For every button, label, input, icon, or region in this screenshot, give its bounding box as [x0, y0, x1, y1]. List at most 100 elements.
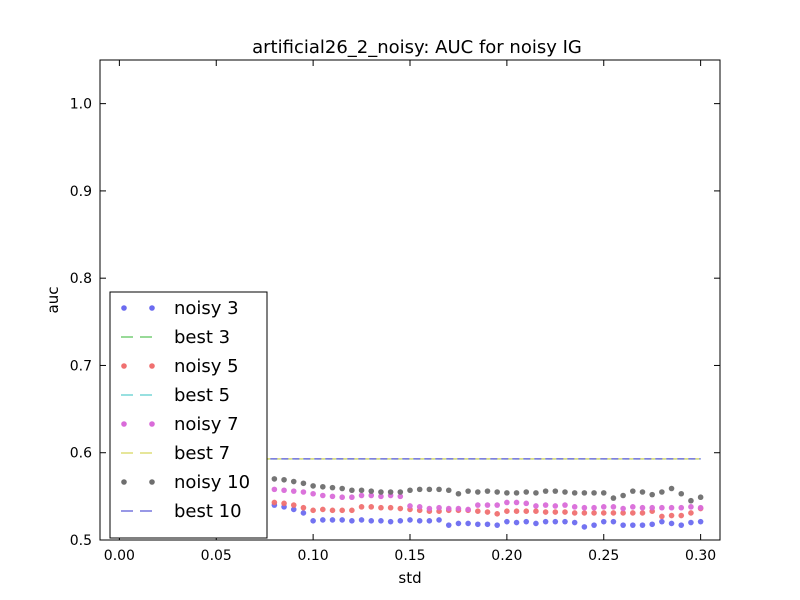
point-noisy-3 [494, 522, 500, 528]
legend-swatch [149, 363, 155, 369]
point-noisy-3 [562, 518, 568, 525]
point-noisy-10 [349, 487, 355, 494]
point-noisy-3 [445, 522, 452, 528]
point-noisy-3 [426, 518, 433, 524]
point-noisy-3 [610, 518, 617, 525]
point-noisy-7 [271, 486, 278, 493]
legend-label: best 5 [174, 385, 230, 406]
point-noisy-7 [397, 493, 404, 500]
point-noisy-5 [504, 508, 510, 514]
point-noisy-10 [678, 490, 685, 497]
point-noisy-5 [533, 508, 539, 514]
point-noisy-10 [436, 486, 442, 493]
point-noisy-5 [349, 507, 355, 514]
y-tick-label: 0.9 [70, 184, 92, 200]
legend-box [109, 291, 268, 539]
point-noisy-5 [494, 511, 500, 517]
point-noisy-3 [339, 517, 345, 523]
x-tick-label: 0.30 [685, 548, 716, 564]
legend-entry-best-7: best 7 [121, 443, 230, 464]
point-noisy-10 [533, 490, 539, 496]
point-noisy-10 [649, 491, 655, 498]
point-noisy-7 [533, 503, 539, 509]
point-noisy-7 [426, 505, 433, 512]
point-noisy-5 [339, 507, 345, 514]
point-noisy-10 [378, 489, 384, 495]
point-noisy-10 [281, 476, 287, 483]
point-noisy-10 [571, 490, 578, 496]
point-noisy-3 [533, 520, 539, 527]
x-tick-label: 0.25 [588, 548, 619, 564]
point-noisy-3 [455, 520, 462, 527]
y-tick-label: 0.6 [70, 446, 92, 462]
legend-entry-noisy-10: noisy 10 [121, 472, 250, 493]
point-noisy-7 [320, 492, 326, 499]
point-noisy-5 [678, 512, 685, 519]
legend-label: noisy 5 [174, 356, 239, 377]
point-noisy-3 [552, 518, 559, 525]
point-noisy-7 [300, 489, 307, 495]
point-noisy-10 [455, 490, 462, 497]
legend-label: noisy 10 [174, 472, 250, 493]
point-noisy-7 [416, 504, 423, 510]
point-noisy-10 [368, 488, 375, 494]
legend-label: noisy 3 [174, 298, 239, 319]
point-noisy-3 [358, 517, 365, 523]
point-noisy-5 [320, 506, 326, 513]
point-noisy-7 [436, 504, 442, 511]
point-noisy-7 [484, 502, 491, 508]
point-noisy-3 [620, 522, 626, 528]
y-tick-label: 1.0 [70, 97, 92, 113]
point-noisy-3 [368, 518, 375, 524]
point-noisy-3 [300, 510, 307, 516]
point-noisy-5 [659, 513, 665, 520]
point-noisy-3 [688, 519, 694, 526]
point-noisy-10 [591, 490, 597, 496]
point-noisy-7 [329, 493, 336, 500]
point-noisy-3 [407, 517, 413, 523]
point-noisy-3 [320, 517, 326, 523]
legend-swatch [121, 421, 127, 427]
legend-entry-noisy-5: noisy 5 [121, 356, 239, 377]
point-noisy-7 [600, 504, 607, 510]
point-noisy-10 [513, 490, 520, 496]
legend-label: best 7 [174, 443, 230, 464]
x-tick-label: 0.20 [491, 548, 522, 564]
point-noisy-7 [610, 504, 617, 510]
x-tick-label: 0.00 [104, 548, 135, 564]
point-noisy-7 [649, 504, 655, 511]
point-noisy-5 [378, 504, 384, 511]
legend-swatch [121, 305, 127, 311]
point-noisy-10 [659, 489, 665, 495]
point-noisy-10 [475, 489, 481, 495]
point-noisy-5 [600, 510, 607, 516]
point-noisy-5 [591, 510, 597, 516]
point-noisy-5 [639, 510, 646, 516]
legend-entry-noisy-7: noisy 7 [121, 414, 239, 435]
point-noisy-5 [513, 508, 520, 514]
point-noisy-5 [368, 504, 375, 510]
point-noisy-10 [668, 485, 675, 492]
point-noisy-10 [562, 489, 568, 495]
point-noisy-5 [271, 499, 278, 506]
legend-entry-best-5: best 5 [121, 385, 230, 406]
point-noisy-7 [688, 504, 694, 510]
x-axis-label: std [398, 569, 421, 587]
point-noisy-10 [310, 483, 316, 489]
point-noisy-10 [542, 488, 549, 494]
point-noisy-3 [600, 518, 607, 525]
point-noisy-10 [494, 489, 500, 495]
point-noisy-3 [639, 522, 646, 528]
point-noisy-7 [630, 504, 636, 510]
point-noisy-5 [610, 510, 617, 516]
point-noisy-7 [639, 504, 646, 511]
point-noisy-7 [407, 503, 413, 509]
point-noisy-7 [465, 506, 471, 513]
legend-swatch [149, 479, 155, 485]
point-noisy-7 [581, 504, 588, 511]
point-noisy-3 [329, 517, 336, 523]
point-noisy-7 [378, 493, 384, 500]
point-noisy-5 [387, 504, 394, 511]
point-noisy-5 [281, 500, 287, 507]
point-noisy-5 [542, 509, 549, 515]
